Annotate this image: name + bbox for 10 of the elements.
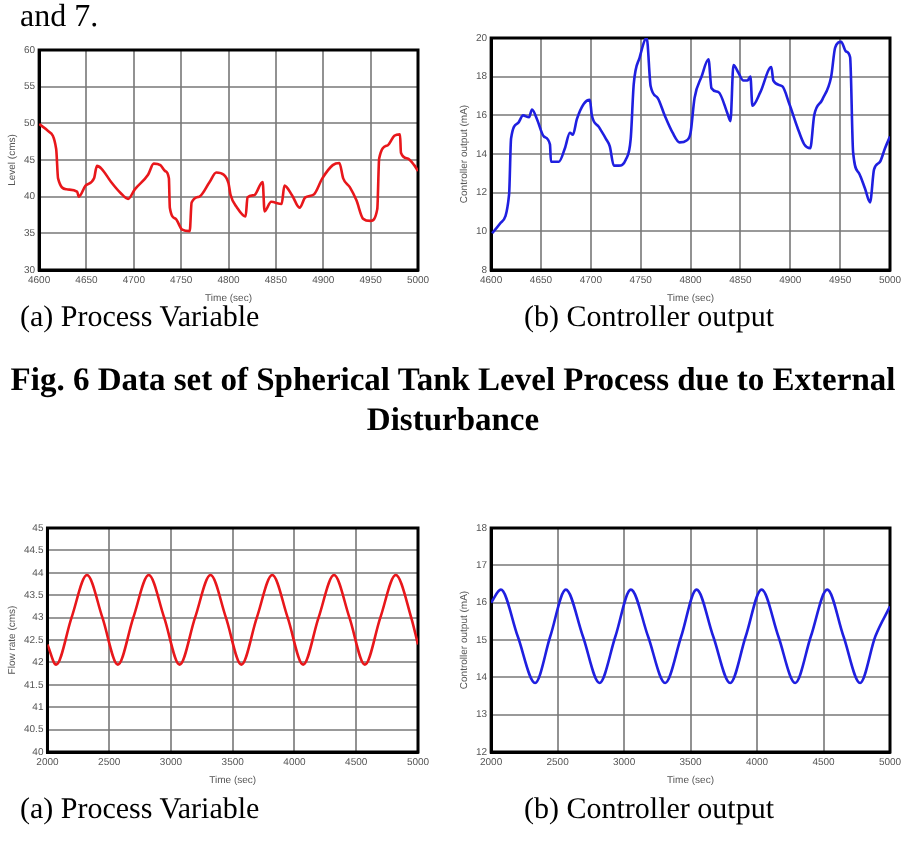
line-series <box>47 573 418 666</box>
text: (a) Process Variable <box>20 302 260 336</box>
text: (a) Process Variable <box>20 794 260 828</box>
line-series <box>39 122 418 233</box>
line-series <box>491 588 890 685</box>
caption: Fig. 6 Data set of Spherical Tank Level Process due to External Disturbance <box>8 360 898 440</box>
line-series <box>491 38 890 235</box>
text: and 7. <box>20 0 101 36</box>
text: (b) Controller output <box>524 302 774 336</box>
text: (b) Controller output <box>524 794 774 828</box>
